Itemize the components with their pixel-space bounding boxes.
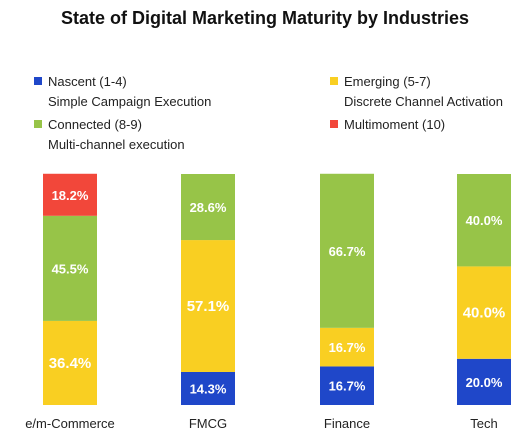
bar-segment (43, 173, 97, 216)
legend-desc-emerging: Discrete Channel Activation (344, 94, 503, 109)
legend-label-emerging: Emerging (5-7) (344, 74, 431, 89)
legend-item-nascent: Nascent (1-4) Simple Campaign Execution (34, 72, 211, 112)
legend-swatch-multimoment (330, 120, 338, 128)
bar-segment (457, 358, 511, 405)
data-label: 40.0% (463, 305, 506, 322)
x-tick-label: FMCG (189, 416, 227, 431)
data-label: 66.7% (329, 244, 366, 259)
bar-segment (320, 173, 374, 328)
data-label: 36.4% (49, 355, 92, 372)
legend-label-multimoment: Multimoment (10) (344, 117, 446, 132)
legend-swatch-emerging (330, 77, 338, 85)
bar-segment (43, 320, 97, 405)
bar-segment (320, 366, 374, 405)
data-label: 18.2% (52, 188, 89, 203)
data-label: 28.6% (190, 200, 227, 215)
x-tick-label: Finance (324, 416, 370, 431)
bar-segment (320, 327, 374, 367)
data-label: 45.5% (52, 261, 89, 276)
legend-item-connected: Connected (8-9) Multi-channel execution (34, 115, 185, 155)
x-tick-label: Tech (470, 416, 497, 431)
legend-swatch-nascent (34, 77, 42, 85)
bar-segment (457, 174, 511, 267)
bar-segment (181, 240, 235, 372)
bar-segment (181, 371, 235, 405)
bar-segment (181, 174, 235, 241)
bar-segment (43, 215, 97, 321)
legend-desc-connected: Multi-channel execution (48, 137, 185, 152)
legend-item-multimoment: Multimoment (10) (330, 115, 445, 135)
data-label: 40.0% (466, 213, 503, 228)
data-label: 57.1% (187, 298, 230, 315)
legend-desc-nascent: Simple Campaign Execution (48, 94, 212, 109)
legend-swatch-connected (34, 120, 42, 128)
x-tick-label: e/m-Commerce (25, 416, 115, 431)
data-label: 20.0% (466, 375, 503, 390)
legend-label-nascent: Nascent (1-4) (48, 74, 127, 89)
bar-segment (457, 266, 511, 359)
data-label: 16.7% (329, 379, 366, 394)
legend-item-emerging: Emerging (5-7) Discrete Channel Activati… (330, 72, 503, 112)
chart-title: State of Digital Marketing Maturity by I… (60, 8, 470, 28)
legend-label-connected: Connected (8-9) (48, 117, 142, 132)
data-label: 16.7% (329, 340, 366, 355)
data-label: 14.3% (190, 381, 227, 396)
